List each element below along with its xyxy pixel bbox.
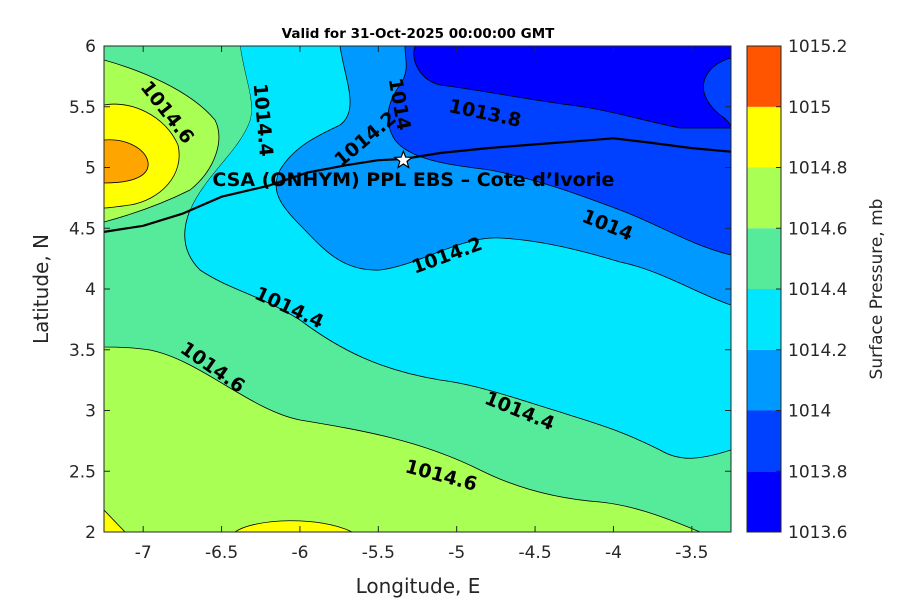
y-axis-label: Latitude, N [29, 234, 53, 344]
y-tick-label: 4.5 [69, 219, 96, 239]
x-tick-label: -5.5 [362, 543, 395, 563]
colorbar-swatch-top [747, 46, 781, 107]
y-tick-label: 4 [85, 280, 96, 300]
colorbar-swatch [747, 106, 781, 168]
colorbar-swatch [747, 349, 781, 411]
colorbar-tick-label: 1015 [788, 98, 831, 118]
colorbar-swatch [747, 228, 781, 289]
contour-band-1015 [104, 139, 149, 184]
x-tick-label: -3.5 [675, 543, 708, 563]
x-axis-label: Longitude, E [356, 574, 481, 598]
colorbar-swatch [747, 167, 781, 229]
filled-contours [104, 46, 731, 532]
colorbar-label: Surface Pressure, mb [867, 199, 887, 380]
y-tick-label: 5 [85, 159, 96, 179]
y-tick-label: 3 [85, 402, 96, 422]
chart-title: Valid for 31-Oct-2025 00:00:00 GMT [282, 26, 556, 42]
y-tick-label: 5.5 [69, 98, 96, 118]
x-tick-label: -4.5 [518, 543, 551, 563]
y-axis-ticks: 2 2.5 3 3.5 4 4.5 5 5.5 6 [69, 37, 731, 543]
x-tick-label: -5 [448, 543, 465, 563]
contour-band-1013-6 [413, 46, 731, 129]
x-tick-label: -7 [135, 543, 152, 563]
colorbar-swatch [747, 471, 781, 532]
x-tick-label: -6.5 [205, 543, 238, 563]
colorbar-tick-label: 1014.2 [788, 341, 847, 361]
site-label: CSA (ONHYM) PPL EBS – Cote d’Ivorie [212, 169, 614, 191]
y-tick-label: 6 [85, 37, 96, 57]
colorbar-swatch [747, 289, 781, 350]
x-tick-label: -6 [291, 543, 308, 563]
colorbar-swatch [747, 410, 781, 472]
site-marker: CSA (ONHYM) PPL EBS – Cote d’Ivorie [212, 149, 614, 191]
colorbar-tick-label: 1013.6 [788, 523, 847, 543]
x-tick-label: -4 [605, 543, 622, 563]
y-tick-label: 2 [85, 523, 96, 543]
colorbar-tick-label: 1014.4 [788, 280, 847, 300]
colorbar-tick-label: 1014.8 [788, 159, 847, 179]
colorbar-tick-label: 1014 [788, 402, 831, 422]
colorbar-tick-label: 1015.2 [788, 37, 847, 57]
contour-band-1014-8-bottom-left [104, 509, 126, 532]
star-icon [393, 149, 414, 169]
y-tick-label: 2.5 [69, 462, 96, 482]
colorbar-tick-label: 1014.6 [788, 219, 847, 239]
contour-band-1014-8-bottom-center [234, 520, 353, 532]
y-tick-label: 3.5 [69, 341, 96, 361]
colorbar: 1013.6 1013.8 1014 1014.2 1014.4 1014.6 1014.8… [746, 37, 847, 543]
colorbar-tick-label: 1013.8 [788, 462, 847, 482]
x-axis-ticks: -7 -6.5 -6 -5.5 -5 -4.5 -4 -3.5 [135, 46, 708, 563]
